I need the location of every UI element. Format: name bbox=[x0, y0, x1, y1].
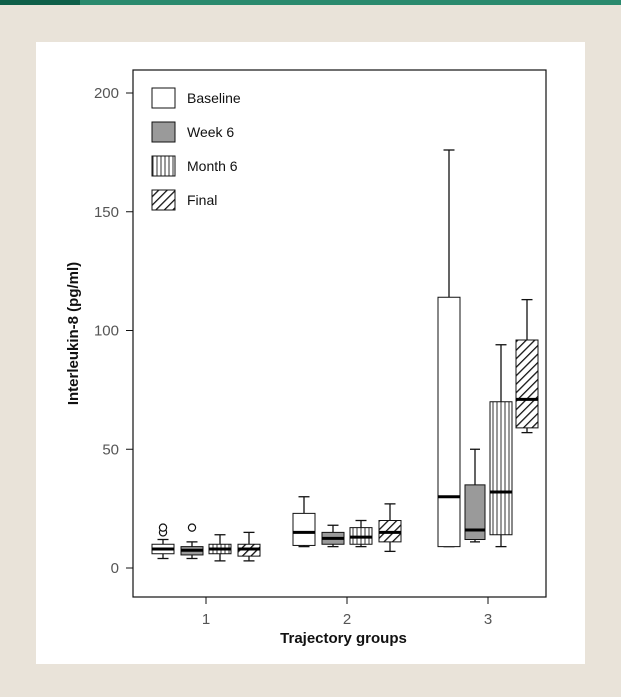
box-month-6-group-1 bbox=[208, 534, 232, 562]
legend-swatch bbox=[151, 87, 176, 109]
box-body bbox=[515, 339, 539, 429]
legend-item-baseline: Baseline bbox=[151, 87, 241, 109]
y-tick-label: 200 bbox=[94, 85, 119, 102]
x-tick-label: 1 bbox=[202, 611, 210, 628]
y-tick-label: 50 bbox=[102, 441, 119, 458]
legend: Baseline Week 6 Month 6 Final bbox=[151, 87, 241, 211]
box-baseline-group-1 bbox=[151, 523, 175, 560]
x-tick-label: 3 bbox=[484, 611, 492, 628]
legend-item-final: Final bbox=[151, 189, 217, 211]
x-tick-label: 2 bbox=[343, 611, 351, 628]
box-final-group-2 bbox=[378, 503, 402, 553]
header-accent-segment bbox=[0, 0, 80, 5]
box-body bbox=[464, 484, 486, 540]
x-axis-title: Trajectory groups bbox=[280, 630, 407, 647]
header-accent-bar bbox=[0, 0, 621, 5]
legend-swatch bbox=[151, 155, 176, 177]
box-month-6-group-3 bbox=[489, 344, 513, 548]
box-week-6-group-2 bbox=[321, 524, 345, 548]
legend-label: Baseline bbox=[187, 90, 241, 106]
legend-item-month-6: Month 6 bbox=[151, 155, 238, 177]
box-final-group-1 bbox=[237, 531, 261, 562]
outlier-point bbox=[158, 523, 168, 532]
marks-layer bbox=[151, 149, 539, 562]
box-body bbox=[437, 296, 461, 548]
box-final-group-3 bbox=[515, 298, 539, 434]
y-tick-label: 100 bbox=[94, 323, 119, 340]
legend-label: Month 6 bbox=[187, 158, 238, 174]
figure-panel bbox=[36, 42, 585, 664]
plot-frame bbox=[132, 69, 547, 598]
y-tick-label: 0 bbox=[111, 560, 119, 577]
y-axis-title: Interleukin-8 (pg/ml) bbox=[65, 262, 82, 405]
box-month-6-group-2 bbox=[349, 519, 373, 548]
outlier-point bbox=[187, 523, 197, 532]
legend-item-week-6: Week 6 bbox=[151, 121, 234, 143]
axes-layer: 0 50 100 150 200 1 2 3 bbox=[94, 69, 547, 628]
box-body bbox=[489, 401, 513, 536]
legend-label: Week 6 bbox=[187, 124, 234, 140]
box-week-6-group-3 bbox=[464, 448, 486, 543]
box-baseline-group-2 bbox=[292, 496, 316, 548]
box-body bbox=[292, 512, 316, 546]
legend-swatch bbox=[151, 121, 176, 143]
legend-label: Final bbox=[187, 192, 217, 208]
box-week-6-group-1 bbox=[180, 523, 204, 560]
y-tick-label: 150 bbox=[94, 204, 119, 221]
legend-swatch bbox=[151, 189, 176, 211]
box-baseline-group-3 bbox=[437, 149, 461, 548]
